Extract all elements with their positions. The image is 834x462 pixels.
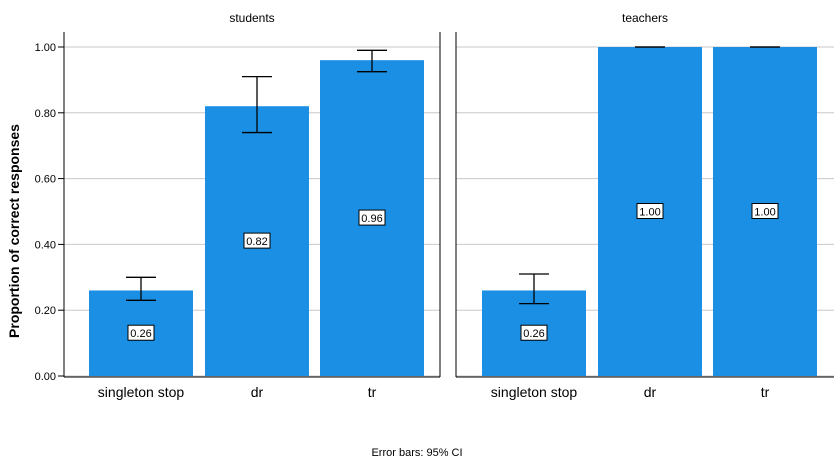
y-tick-label: 0.40 — [35, 239, 56, 251]
data-label: 0.26 — [130, 328, 151, 340]
data-label-box — [127, 324, 155, 341]
panel-title: teachers — [622, 11, 668, 25]
x-category-label: singleton stop — [491, 384, 578, 400]
error-bars-footnote: Error bars: 95% CI — [371, 447, 462, 459]
x-category-label: dr — [251, 384, 264, 400]
data-label-box — [358, 209, 386, 226]
panel-title: students — [229, 11, 274, 25]
data-label: 0.26 — [523, 328, 544, 340]
data-label: 1.00 — [754, 207, 775, 219]
data-label-box — [520, 324, 548, 341]
y-tick-label: 1.00 — [35, 42, 56, 54]
x-category-label: singleton stop — [98, 384, 185, 400]
y-tick-label: 0.20 — [35, 305, 56, 317]
y-tick-label: 0.00 — [35, 371, 56, 383]
data-label: 1.00 — [639, 207, 660, 219]
data-label-box — [636, 203, 664, 219]
data-label-box — [751, 203, 779, 219]
data-label-box — [243, 232, 271, 249]
data-label: 0.82 — [246, 236, 267, 248]
x-category-label: tr — [761, 384, 770, 400]
y-axis-title: Proportion of correct responses — [6, 124, 22, 338]
x-category-label: tr — [368, 384, 377, 400]
data-label: 0.96 — [361, 213, 382, 225]
y-tick-label: 0.60 — [35, 174, 56, 186]
y-tick-label: 0.80 — [35, 108, 56, 120]
x-category-label: dr — [644, 384, 657, 400]
